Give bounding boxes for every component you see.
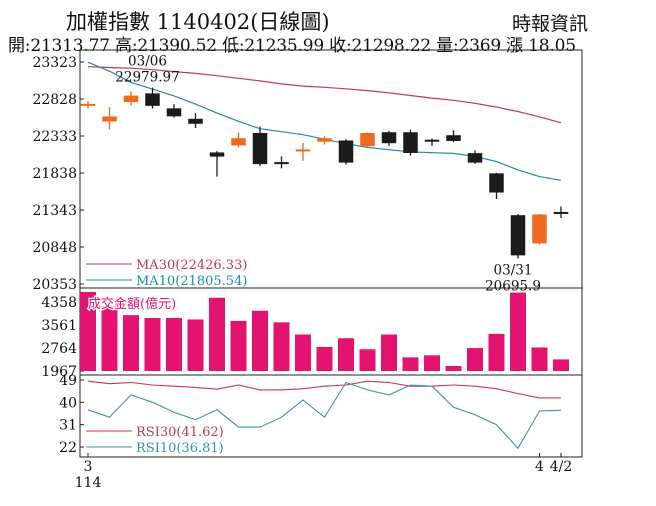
moving-average-line — [87, 66, 562, 124]
candle-body — [231, 138, 246, 146]
volume-bar — [273, 322, 290, 371]
x-tick-label: 4 — [535, 459, 544, 475]
y-tick-label: 20353 — [32, 277, 77, 293]
candle-body — [295, 149, 311, 152]
y-tick-label: 1967 — [41, 364, 77, 380]
volume-bar — [488, 333, 505, 371]
legend-label: MA10(21805.54) — [136, 274, 247, 289]
candle-body — [381, 132, 397, 144]
source-label: 時報資訊 — [512, 13, 589, 35]
x-tick-label: 3 — [84, 459, 93, 475]
volume-panel: 4358 3561 2764 1967 成交金額(億元) — [41, 292, 569, 380]
candle-body — [489, 173, 504, 193]
volume-bar — [359, 349, 376, 371]
y-tick-label: 21838 — [32, 166, 77, 182]
volume-bar — [467, 348, 483, 371]
volume-bar — [166, 318, 182, 371]
candle-body — [123, 95, 139, 103]
price-panel: 23323 22828 22333 21838 21343 20848 20353 03/06… — [32, 54, 569, 294]
volume-bar — [101, 306, 118, 371]
volume-bar — [531, 347, 548, 371]
legend-label: RSI30(41.62) — [136, 425, 224, 440]
volume-bar — [230, 320, 247, 371]
high-annotation-value: 22979.97 — [115, 70, 179, 86]
volume-bar — [510, 292, 526, 371]
candle-body — [80, 103, 96, 106]
legend-label: MA30(22426.33) — [136, 258, 247, 273]
volume-legend: 成交金額(億元) — [88, 296, 176, 312]
candle-body — [510, 215, 526, 256]
volume-bar — [295, 334, 311, 371]
candle-body — [446, 135, 461, 141]
chart-title: 加權指數 1140402(日線圖) — [66, 10, 330, 34]
candle-body — [360, 132, 375, 147]
volume-bar — [381, 334, 397, 371]
y-tick-label: 22333 — [32, 129, 77, 145]
x-tick-label: 4/2 — [550, 459, 573, 475]
candle-body — [338, 140, 354, 163]
candle-body — [274, 162, 289, 165]
y-tick-label: 3561 — [41, 318, 77, 334]
volume-bar — [123, 315, 139, 371]
candle-body — [317, 138, 332, 142]
y-tick-label: 49 — [59, 373, 77, 389]
candle-body — [188, 118, 203, 124]
volume-bar — [402, 357, 419, 371]
candle-body — [467, 153, 483, 163]
ohlc-stats: 開:21313.77 高:21390.52 低:21235.99 收:21298… — [8, 36, 576, 56]
candle-body — [424, 139, 440, 142]
volume-bar — [144, 318, 161, 371]
low-annotation-date: 03/31 — [494, 262, 533, 278]
y-tick-label: 4358 — [41, 295, 77, 311]
volume-bar — [80, 292, 96, 371]
volume-bar — [445, 365, 462, 371]
candle-body — [166, 108, 182, 117]
volume-bar — [553, 359, 569, 371]
candle-body — [403, 132, 418, 153]
volume-bar — [187, 319, 204, 371]
rsi-line — [87, 381, 562, 450]
y-tick-label: 40 — [59, 395, 77, 411]
y-tick-label: 22828 — [32, 92, 77, 108]
candle-body — [252, 132, 268, 165]
candle-body — [553, 211, 569, 214]
rsi-line — [87, 380, 561, 399]
y-tick-label: 21343 — [32, 203, 77, 219]
y-tick-label: 22 — [59, 440, 77, 456]
candle-body — [532, 214, 547, 244]
candle-body — [209, 152, 225, 157]
y-tick-label: 2764 — [41, 341, 77, 357]
plot-border — [79, 49, 583, 458]
y-tick-label: 31 — [59, 418, 77, 434]
volume-bar — [209, 297, 225, 371]
volume-bar — [316, 346, 333, 371]
volume-bar — [424, 355, 440, 371]
candle-body — [102, 116, 117, 122]
chart-frame — [79, 49, 583, 458]
volume-bar — [338, 338, 354, 371]
high-annotation-date: 03/06 — [128, 54, 167, 70]
candle-body — [145, 93, 160, 106]
volume-bar — [252, 310, 268, 371]
x-tick-label: 114 — [75, 475, 102, 491]
y-tick-label: 20848 — [32, 240, 77, 256]
low-annotation-value: 20695.9 — [485, 278, 541, 294]
rsi-panel: 49 40 31 22 RSI30(41.62)RSI10(36.81) — [59, 373, 562, 456]
y-tick-label: 23323 — [32, 55, 77, 71]
legend-label: RSI10(36.81) — [136, 441, 224, 456]
